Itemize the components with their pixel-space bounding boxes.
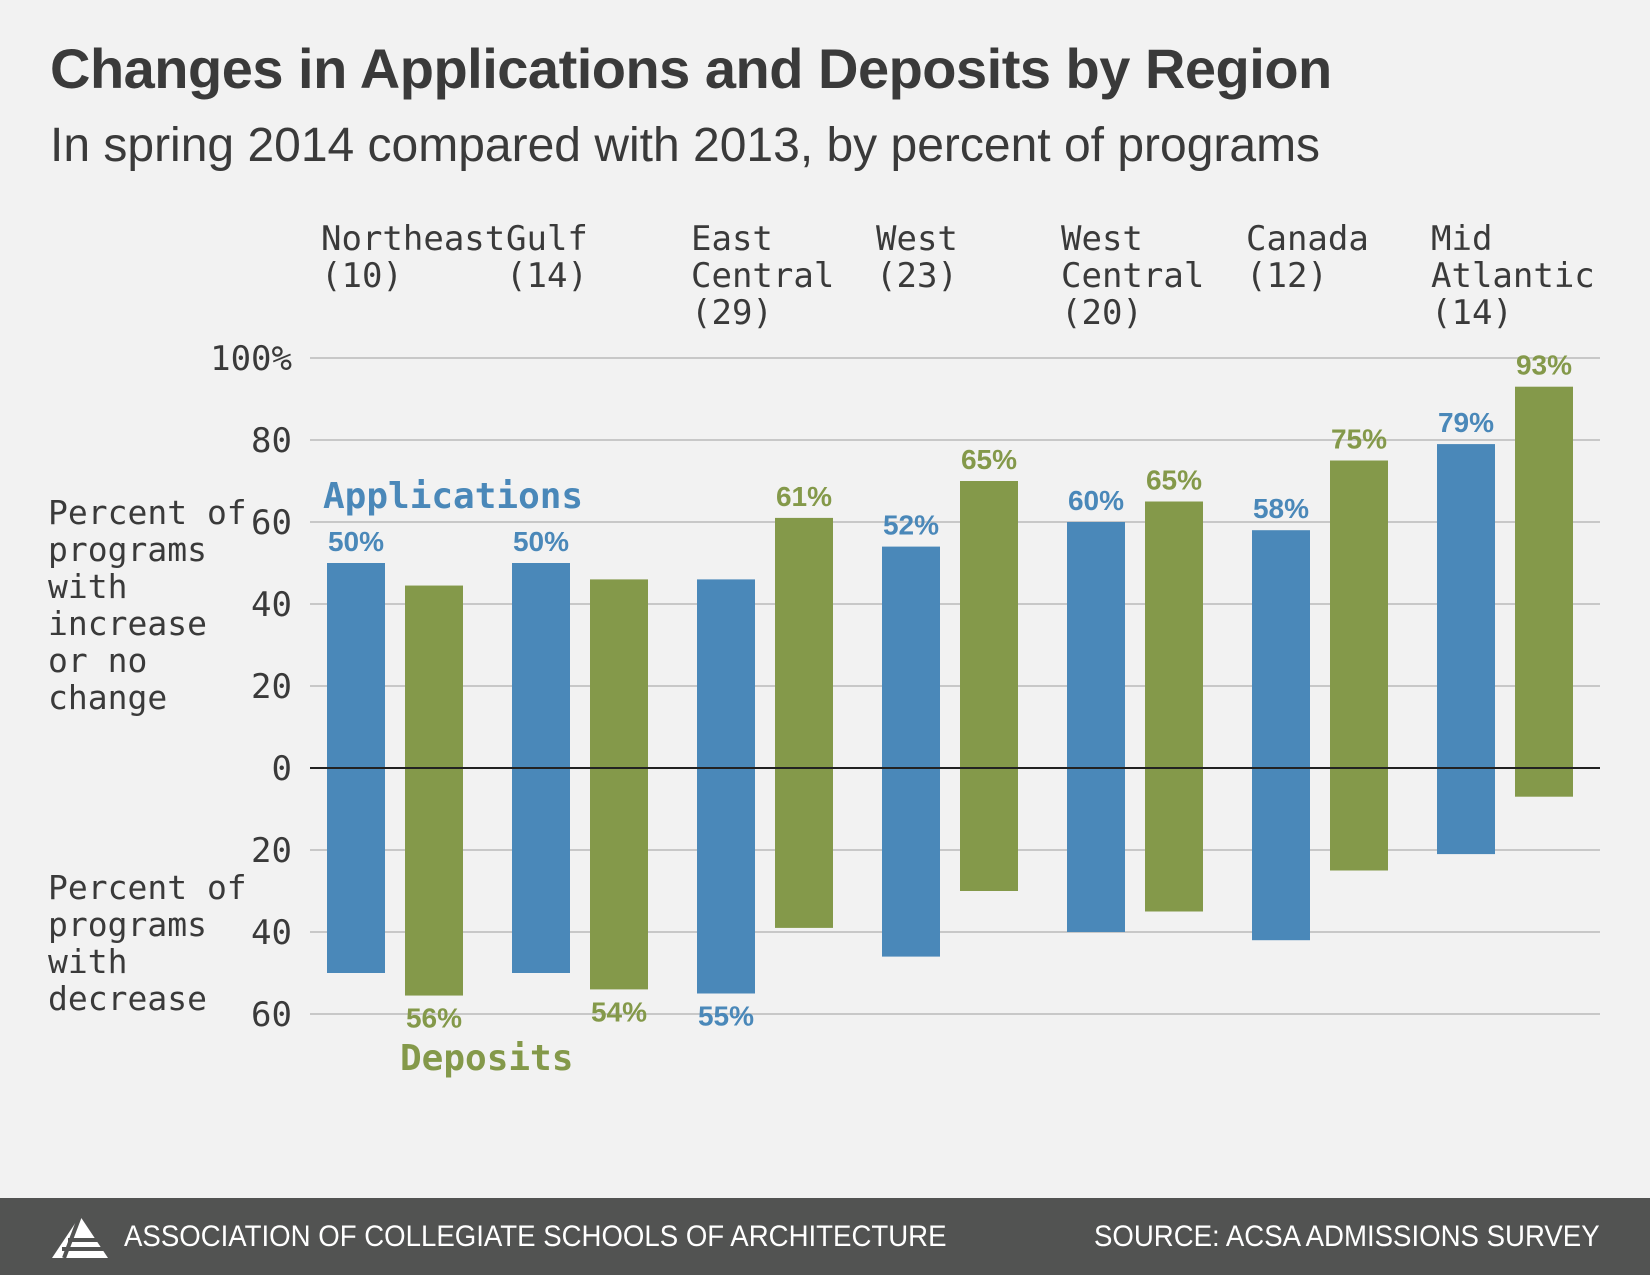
data-label: 52% [883, 510, 939, 541]
data-label: 75% [1331, 424, 1387, 455]
deposits-bar [960, 481, 1018, 891]
data-label: 50% [328, 526, 384, 557]
applications-bar [1437, 444, 1495, 855]
data-label: 93% [1516, 350, 1572, 381]
deposits-bar [1330, 460, 1388, 871]
region-label: Northeast (10) [321, 219, 505, 296]
region-label: Canada (12) [1246, 219, 1369, 296]
deposits-bar [590, 579, 648, 990]
data-label: 65% [1146, 465, 1202, 496]
applications-bar [1252, 530, 1310, 941]
data-label: 61% [776, 481, 832, 512]
data-label: 79% [1438, 407, 1494, 438]
region-label: West (23) [876, 219, 958, 296]
acsa-logo-icon [52, 1215, 108, 1259]
data-label: 50% [513, 526, 569, 557]
y-tick-label: 40 [251, 585, 292, 625]
applications-bar [697, 579, 755, 994]
y-axis-label-decrease: Percent of programs with decrease [48, 868, 247, 1018]
source-credit: SOURCE: ACSA ADMISSIONS SURVEY [1094, 1220, 1600, 1253]
deposits-bar [405, 585, 463, 996]
data-label: 56% [406, 1003, 462, 1034]
region-label: West Central (20) [1061, 219, 1204, 333]
applications-bar [882, 546, 940, 957]
y-axis-label-increase: Percent of programs with increase or no chang… [48, 493, 247, 717]
data-label: 60% [1068, 485, 1124, 516]
y-tick-label: 60 [251, 503, 292, 543]
series-label-applications: Applications [323, 476, 583, 517]
data-label: 55% [698, 1001, 754, 1032]
y-tick-label: 80 [251, 421, 292, 461]
y-tick-label: 40 [251, 913, 292, 953]
region-label: East Central (29) [691, 219, 834, 333]
data-label: 54% [591, 996, 647, 1027]
data-label: 65% [961, 444, 1017, 475]
deposits-bar [1145, 501, 1203, 912]
data-label: 58% [1253, 493, 1309, 524]
series-label-deposits: Deposits [400, 1038, 573, 1079]
applications-bar [1067, 522, 1125, 932]
y-tick-label: 100% [210, 339, 292, 379]
organization-name: ASSOCIATION OF COLLEGIATE SCHOOLS OF ARC… [124, 1220, 947, 1253]
footer-bar: ASSOCIATION OF COLLEGIATE SCHOOLS OF ARC… [0, 1198, 1650, 1275]
y-tick-label: 60 [251, 995, 292, 1035]
chart-subtitle: In spring 2014 compared with 2013, by pe… [50, 119, 1321, 172]
deposits-bar [775, 517, 833, 928]
y-tick-label: 20 [251, 831, 292, 871]
y-tick-label: 0 [272, 749, 292, 789]
deposits-bar [1515, 386, 1573, 797]
region-label: Mid Atlantic (14) [1431, 219, 1595, 333]
y-tick-label: 20 [251, 667, 292, 707]
bar-chart: 100% 80 60 40 20 20 40 60 0 Percent of programs wit… [48, 219, 1600, 1079]
chart-title: Changes in Applications and Deposits by … [50, 37, 1332, 100]
region-label: Gulf (14) [506, 219, 588, 296]
